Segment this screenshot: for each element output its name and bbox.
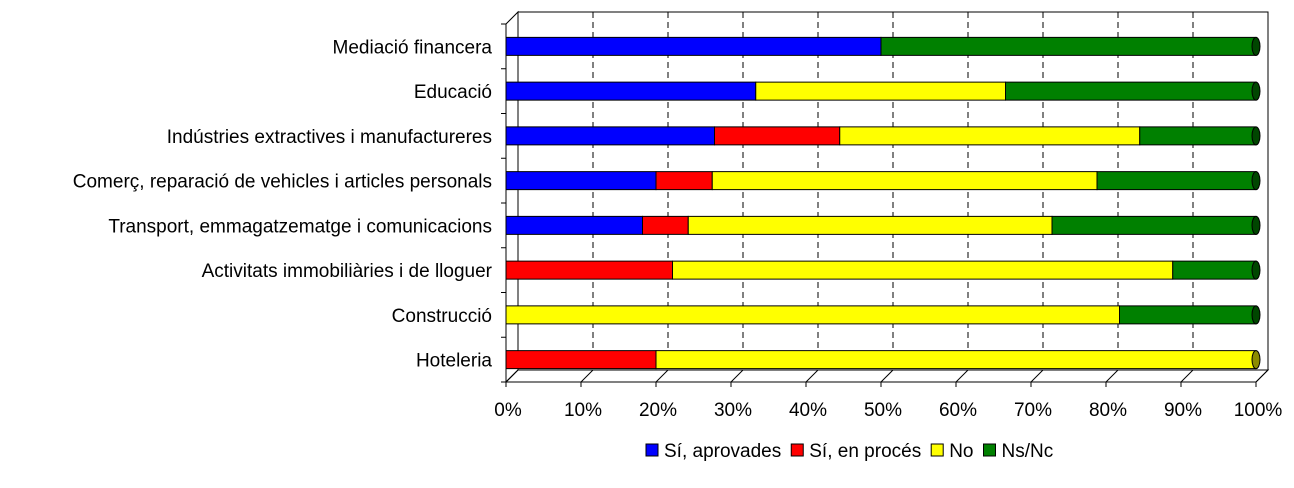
bar-segment	[505, 350, 657, 370]
bar-segment	[505, 171, 657, 191]
legend-swatch	[983, 443, 996, 457]
x-tick-label: 100%	[1234, 400, 1283, 421]
bar-segment	[505, 36, 882, 56]
legend: Sí, aprovades Sí, en procés No Ns/Nc	[645, 441, 1054, 462]
floor-line	[880, 369, 894, 383]
bar-end-cap	[1251, 36, 1261, 56]
x-tick-label: 90%	[1164, 400, 1202, 421]
category-label: Transport, emmagatzematge i comunicacion…	[108, 216, 492, 237]
category-label: Comerç, reparació de vehicles i articles…	[73, 172, 492, 193]
bar-segment	[1051, 215, 1257, 235]
floor-line	[1105, 369, 1119, 383]
x-tick-label: 80%	[1089, 400, 1127, 421]
x-tick-label: 70%	[1014, 400, 1052, 421]
bar-segment	[1005, 81, 1257, 101]
legend-label: Ns/Nc	[1002, 441, 1054, 462]
legend-swatch	[790, 443, 804, 457]
x-tick-label: 10%	[564, 400, 602, 421]
legend-label: Sí, aprovades	[664, 441, 781, 462]
floor-line	[955, 369, 969, 383]
floor-line	[505, 369, 519, 383]
bar-segment	[711, 171, 1098, 191]
bar-segment	[505, 126, 715, 146]
floor-line	[730, 369, 744, 383]
x-tick-label: 20%	[639, 400, 677, 421]
floor-line	[1180, 369, 1194, 383]
category-label: Mediació financera	[333, 37, 493, 58]
x-tick-label: 50%	[864, 400, 902, 421]
bar-segment	[714, 126, 841, 146]
bar-end-cap	[1251, 305, 1261, 325]
bar-end-cap	[1251, 81, 1261, 101]
x-tick-label: 60%	[939, 400, 977, 421]
gridlines	[505, 12, 1269, 383]
floor-line	[580, 369, 594, 383]
category-label: Activitats immobiliàries i de lloguer	[202, 261, 493, 282]
x-tick-label: 30%	[714, 400, 752, 421]
bar-end-cap	[1251, 260, 1261, 280]
bar-end-cap	[1251, 215, 1261, 235]
category-labels: Mediació financera Educació Indústries ext…	[73, 37, 493, 371]
bar-segment	[1096, 171, 1257, 191]
bar-end-cap	[1251, 126, 1261, 146]
floor-line	[1030, 369, 1044, 383]
plot-walls	[504, 10, 1270, 384]
x-tick-label: 0%	[494, 400, 522, 421]
bar-segment	[880, 36, 1257, 56]
bar-segment	[687, 215, 1053, 235]
floor-line	[1255, 369, 1269, 383]
bar-segment	[505, 305, 1120, 325]
legend-label: No	[949, 441, 973, 462]
bar-segment	[1119, 305, 1257, 325]
bar-end-cap	[1251, 171, 1261, 191]
x-tick-labels: 0% 10% 20% 30% 40% 50% 60% 70% 80% 90% 100%	[494, 400, 1282, 421]
bar-segment	[505, 215, 643, 235]
bar-segment	[655, 171, 713, 191]
category-label: Indústries extractives i manufactureres	[167, 127, 492, 148]
bar-segment	[839, 126, 1141, 146]
category-label: Educació	[414, 82, 492, 103]
legend-swatch	[645, 443, 659, 457]
x-tick-label: 40%	[789, 400, 827, 421]
bar-segment	[1172, 260, 1257, 280]
bar-end-cap	[1251, 350, 1261, 370]
floor-line	[805, 369, 819, 383]
bar-segment	[505, 81, 757, 101]
bar-segment	[755, 81, 1006, 101]
legend-label: Sí, en procés	[809, 441, 921, 462]
side-wall	[505, 10, 519, 384]
bar-segment	[655, 350, 1257, 370]
legend-swatch	[930, 443, 944, 457]
floor-line	[655, 369, 669, 383]
category-label: Hoteleria	[416, 351, 492, 372]
bar-segment	[505, 260, 673, 280]
bars	[505, 36, 1261, 370]
bar-segment	[642, 215, 689, 235]
bar-segment	[1139, 126, 1257, 146]
category-label: Construcció	[392, 306, 492, 327]
bar-segment	[672, 260, 1174, 280]
